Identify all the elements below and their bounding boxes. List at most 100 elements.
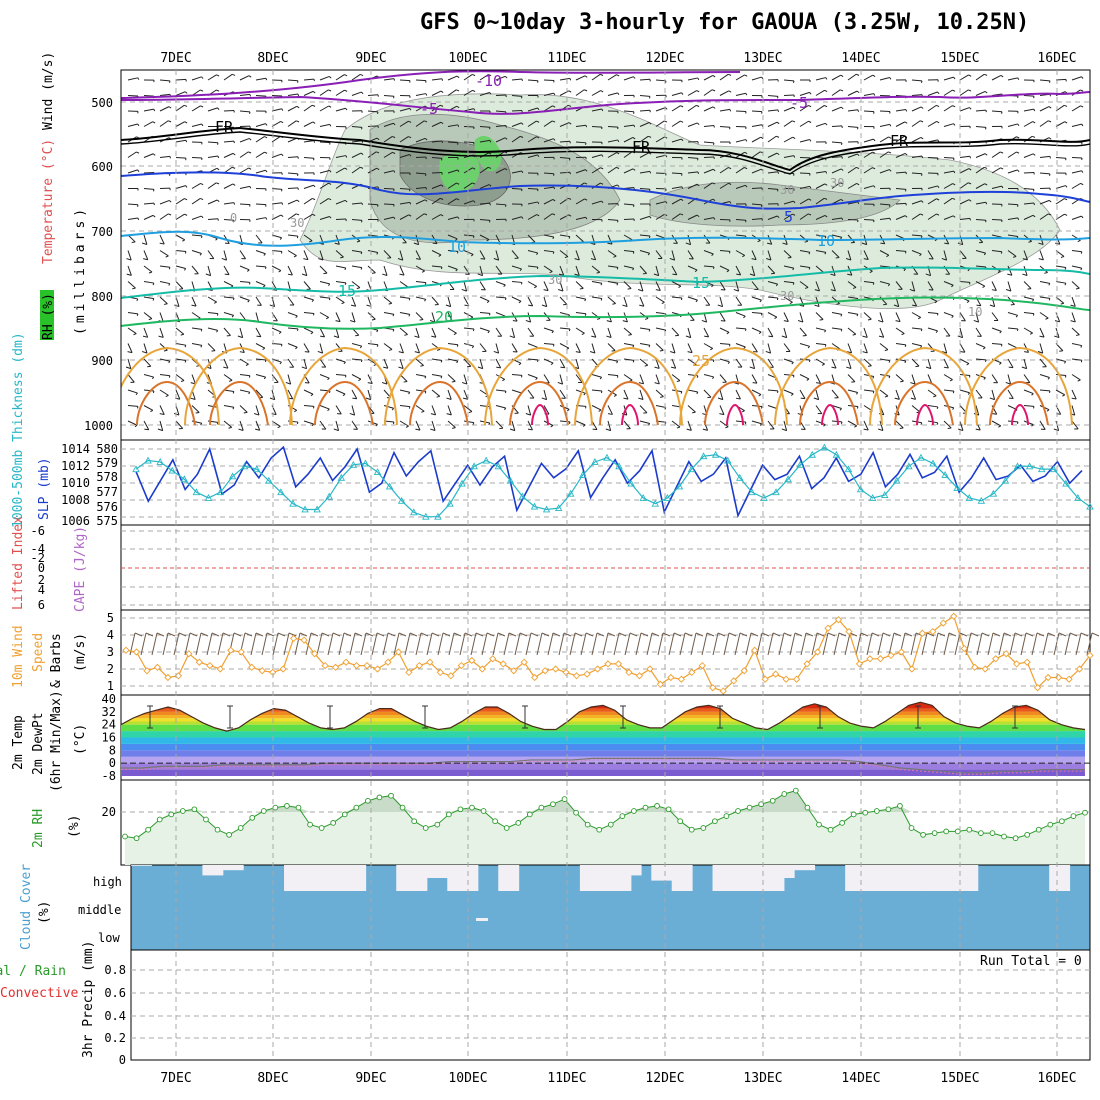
wind-barb-flag <box>534 285 537 289</box>
rh2m-marker <box>411 818 418 825</box>
wind10m-barb-flag <box>739 632 748 637</box>
wind10m-barb <box>998 632 1005 656</box>
wind-barb <box>831 89 841 96</box>
wind-barb-flag <box>550 362 554 366</box>
wind-barb <box>175 250 186 253</box>
wind-barb <box>175 234 186 241</box>
wind-barb <box>287 234 298 237</box>
wind-barb <box>1023 281 1032 289</box>
rh2m-marker <box>376 794 383 801</box>
wind-barb <box>383 265 388 276</box>
wind-barb-flag <box>632 168 636 171</box>
slp-tick-label: 1006 <box>61 514 90 528</box>
wind10m-barb <box>910 632 917 656</box>
wind-barb-flag <box>376 137 380 141</box>
wind-barb-flag <box>217 107 220 110</box>
thickness-marker <box>1037 465 1046 473</box>
thickness-marker <box>301 505 309 513</box>
wind-barb <box>495 327 503 337</box>
wind-barb-flag <box>584 198 588 201</box>
rh2m-marker <box>249 814 256 821</box>
wind-barb <box>735 312 746 317</box>
wind-speed-marker <box>310 650 319 658</box>
wind-barb <box>207 141 219 144</box>
wind-speed-marker <box>531 673 539 682</box>
wind-barb <box>447 265 458 270</box>
wind-barb-flag <box>768 335 773 338</box>
wind-barb-flag <box>792 213 796 216</box>
wind-barb-flag <box>712 168 716 172</box>
wind-barb-flag <box>782 242 788 245</box>
wind-barb-flag <box>1048 298 1051 301</box>
contour-20 <box>121 296 1090 330</box>
wind-barb <box>847 374 856 383</box>
wind10m-barb <box>800 632 807 656</box>
wind-barb <box>575 358 580 369</box>
wind-barb <box>319 265 328 274</box>
wind-barb <box>399 265 405 276</box>
wind-barb-flag <box>456 344 459 347</box>
wind-barb <box>479 312 491 314</box>
wind-barb-flag <box>830 273 836 276</box>
wind-barb-flag <box>575 351 581 354</box>
wind-barb <box>319 123 330 127</box>
wind-speed-marker <box>834 616 843 624</box>
wind-barb <box>959 312 966 322</box>
cloud-high-gap <box>732 865 744 891</box>
wind-barb-flag <box>473 200 476 203</box>
wind-barb <box>863 327 868 338</box>
wind-barb <box>1023 153 1034 158</box>
wind-barb <box>607 250 617 257</box>
wind-barb <box>607 405 613 415</box>
wind-barb-flag <box>904 121 908 124</box>
precip-tick-label: 0 <box>119 1053 126 1067</box>
contour-fr-2 <box>121 131 1090 175</box>
wind-barb <box>543 199 554 205</box>
wind-speed-marker <box>981 665 989 673</box>
temp-band <box>121 724 1085 732</box>
wind-barb-flag <box>808 120 812 123</box>
wind10m-barb-flag <box>1047 632 1056 637</box>
wind-barb <box>143 296 154 300</box>
wind-barb-flag <box>151 376 155 380</box>
wind-barb <box>335 327 340 338</box>
wind-barb <box>911 312 921 318</box>
wind-barb-flag <box>201 215 204 219</box>
wind-barb-flag <box>356 287 361 290</box>
wind-barb <box>735 343 746 348</box>
wind10m-barb-flag <box>673 632 682 637</box>
bottom-date-label: 10DEC <box>448 1071 487 1086</box>
wind-speed-marker <box>730 677 738 685</box>
precip-tick-label: 0.4 <box>104 1009 126 1023</box>
wind-barb-flag <box>685 335 691 339</box>
wind-barb-flag <box>159 413 165 416</box>
wind-barb <box>671 250 676 261</box>
wind-barb-flag <box>1048 106 1052 109</box>
temp-tick-label: 8 <box>109 743 116 757</box>
wind-barb <box>447 198 457 205</box>
wind-barb-flag <box>872 391 875 394</box>
wind-barb <box>943 183 953 189</box>
wind-barb-flag <box>137 169 140 172</box>
wind-barb-flag <box>712 75 716 78</box>
wind-barb <box>655 136 665 143</box>
wind-barb-flag <box>535 377 538 381</box>
wind-barb-flag <box>232 152 236 156</box>
wind10m-barb <box>1009 632 1016 656</box>
wind-barb <box>463 200 474 205</box>
wind-barb <box>335 296 345 303</box>
wind-barb <box>159 234 165 245</box>
wind-barb-flag <box>312 104 316 107</box>
wind-barb <box>1039 389 1051 392</box>
wind-barb-flag <box>1016 151 1020 154</box>
thickness-marker <box>579 470 587 478</box>
wind-barb <box>175 104 185 112</box>
wind10m-barb-flag <box>530 632 539 637</box>
wind-barb-flag <box>793 155 796 158</box>
wind-barb-flag <box>912 304 917 307</box>
wind-barb <box>239 265 250 271</box>
wind-barb-flag <box>1077 239 1081 243</box>
wind10m-barb <box>756 632 763 656</box>
wind-barb-flag <box>536 266 539 270</box>
wind-barb <box>319 75 330 81</box>
